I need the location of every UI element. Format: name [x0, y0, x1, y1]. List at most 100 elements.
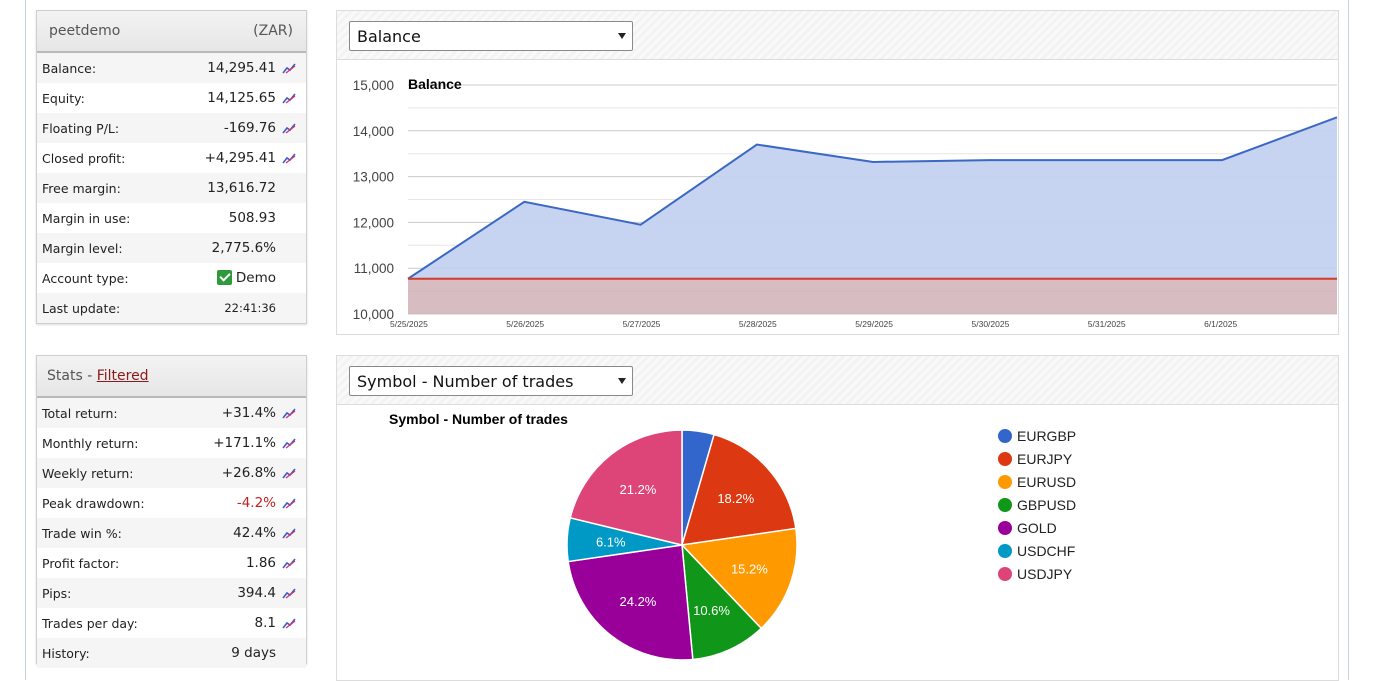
stat-value: 14,295.41	[207, 60, 276, 76]
chart-button[interactable]	[277, 150, 301, 166]
stat-value: +26.8%	[221, 465, 276, 481]
stat-label: Pips:	[42, 585, 72, 601]
x-tick-label: 5/31/2025	[1088, 319, 1126, 329]
stat-value: 22:41:36	[224, 301, 276, 315]
x-tick-label: 5/30/2025	[972, 319, 1010, 329]
stat-value: -169.76	[223, 120, 276, 136]
stat-value: Demo	[176, 270, 276, 286]
stat-value: 1.86	[245, 555, 276, 571]
chart-button[interactable]	[277, 615, 301, 631]
stat-row: Total return: +31.4%	[37, 398, 306, 428]
legend-label: USDJPY	[1017, 566, 1073, 582]
account-rows: Balance: 14,295.41 Equity: 14,125.65 Floatin…	[37, 53, 306, 323]
symbol-chart-header: Symbol - Number of trades	[337, 356, 1338, 405]
line-chart-icon	[282, 93, 296, 104]
pie-type-select-value: Symbol - Number of trades	[357, 371, 574, 391]
legend-label: GBPUSD	[1017, 497, 1076, 513]
stat-row: Margin in use: 508.93	[37, 203, 306, 233]
pie-slice	[680, 433, 797, 546]
stat-value: 42.4%	[233, 525, 276, 541]
pie-slice-label: 18.2%	[717, 491, 754, 506]
chart-type-select-value: Balance	[357, 26, 421, 46]
pie-slice-label: 21.2%	[620, 482, 657, 497]
chart-button[interactable]	[277, 90, 301, 106]
pie-slice	[569, 429, 683, 546]
stat-label: Last update:	[42, 300, 121, 316]
balance-chart-panel: Balance 10,000 11,000 12,000 13,000 14,000 15…	[336, 10, 1339, 335]
pie-slice	[680, 527, 798, 630]
line-chart-icon	[282, 558, 296, 569]
chart-button[interactable]	[277, 465, 301, 481]
line-chart-icon	[282, 528, 296, 539]
stat-label: Total return:	[42, 405, 118, 421]
stat-row: Trades per day: 8.1	[37, 608, 306, 638]
stat-row: Closed profit: +4,295.41	[37, 143, 306, 173]
legend-label: USDCHF	[1017, 543, 1075, 559]
legend-label: EURJPY	[1017, 451, 1073, 467]
balance-chart: 10,000 11,000 12,000 13,000 14,000 15,000 5/25…	[353, 76, 1338, 329]
x-tick-label: 5/27/2025	[623, 319, 661, 329]
symbol-chart-panel: Symbol - Number of trades Symbol - Numbe…	[336, 355, 1339, 681]
balance-chart-title: Balance	[408, 76, 462, 92]
stat-label: Weekly return:	[42, 465, 134, 481]
stat-value: 508.93	[228, 210, 276, 226]
chart-type-select[interactable]: Balance	[349, 21, 633, 51]
chart-button[interactable]	[277, 405, 301, 421]
stat-row: Floating P/L: -169.76	[37, 113, 306, 143]
chevron-down-icon	[618, 33, 626, 39]
symbol-pie-chart: Symbol - Number of trades 18.2% 15.2% 10.6%…	[389, 411, 1076, 661]
chart-button[interactable]	[277, 525, 301, 541]
stat-row: Monthly return: +171.1%	[37, 428, 306, 458]
legend-label: EURGBP	[1017, 428, 1076, 444]
stat-row: History: 9 days	[37, 638, 306, 668]
line-chart-icon	[282, 588, 296, 599]
stat-row: Equity: 14,125.65	[37, 83, 306, 113]
x-tick-label: 5/29/2025	[855, 319, 893, 329]
stat-label: Margin level:	[42, 240, 123, 256]
checkmark-icon	[216, 270, 232, 285]
stat-value: 394.4	[237, 585, 276, 601]
y-tick-label: 11,000	[354, 261, 394, 276]
stat-label: Peak drawdown:	[42, 495, 145, 511]
stat-value: 9 days	[231, 645, 276, 661]
legend-label: GOLD	[1017, 520, 1057, 536]
y-tick-label: 15,000	[353, 78, 394, 93]
chart-button[interactable]	[277, 555, 301, 571]
stat-label: Account type:	[42, 270, 129, 286]
legend-swatch	[998, 544, 1012, 558]
stat-label: Profit factor:	[42, 555, 120, 571]
pie-slice-label: 6.1%	[596, 535, 626, 550]
x-tick-label: 5/26/2025	[506, 319, 544, 329]
chart-button[interactable]	[277, 435, 301, 451]
chart-button[interactable]	[277, 60, 301, 76]
y-tick-label: 12,000	[353, 215, 394, 230]
stat-row: Last update: 22:41:36	[37, 293, 306, 323]
stat-row: Peak drawdown: -4.2%	[37, 488, 306, 518]
stat-value: 13,616.72	[207, 180, 276, 196]
legend-swatch	[998, 475, 1012, 489]
line-chart-icon	[282, 123, 296, 134]
pie-type-select[interactable]: Symbol - Number of trades	[349, 366, 633, 396]
stat-row: Account type: Demo	[37, 263, 306, 293]
line-chart-icon	[282, 153, 296, 164]
line-chart-icon	[282, 408, 296, 419]
legend-swatch	[998, 498, 1012, 512]
x-tick-label: 5/25/2025	[390, 319, 428, 329]
chart-button[interactable]	[277, 120, 301, 136]
stat-row: Weekly return: +26.8%	[37, 458, 306, 488]
chart-button[interactable]	[277, 495, 301, 511]
legend-label: EURUSD	[1017, 474, 1076, 490]
page-left-border	[25, 0, 26, 680]
pie-slice	[567, 544, 694, 661]
y-tick-label: 14,000	[353, 124, 394, 139]
stat-row: Free margin: 13,616.72	[37, 173, 306, 203]
account-panel: peetdemo (ZAR) Balance: 14,295.41 Equity: 1…	[36, 10, 307, 324]
pie-chart-title: Symbol - Number of trades	[389, 411, 568, 427]
stat-value: +4,295.41	[204, 150, 276, 166]
account-name: peetdemo	[49, 23, 121, 39]
filtered-link[interactable]: Filtered	[96, 368, 149, 384]
pie-slice-label: 10.6%	[693, 603, 730, 618]
chart-button[interactable]	[277, 585, 301, 601]
stats-header: Stats - Filtered	[37, 356, 306, 398]
stat-label: Monthly return:	[42, 435, 139, 451]
